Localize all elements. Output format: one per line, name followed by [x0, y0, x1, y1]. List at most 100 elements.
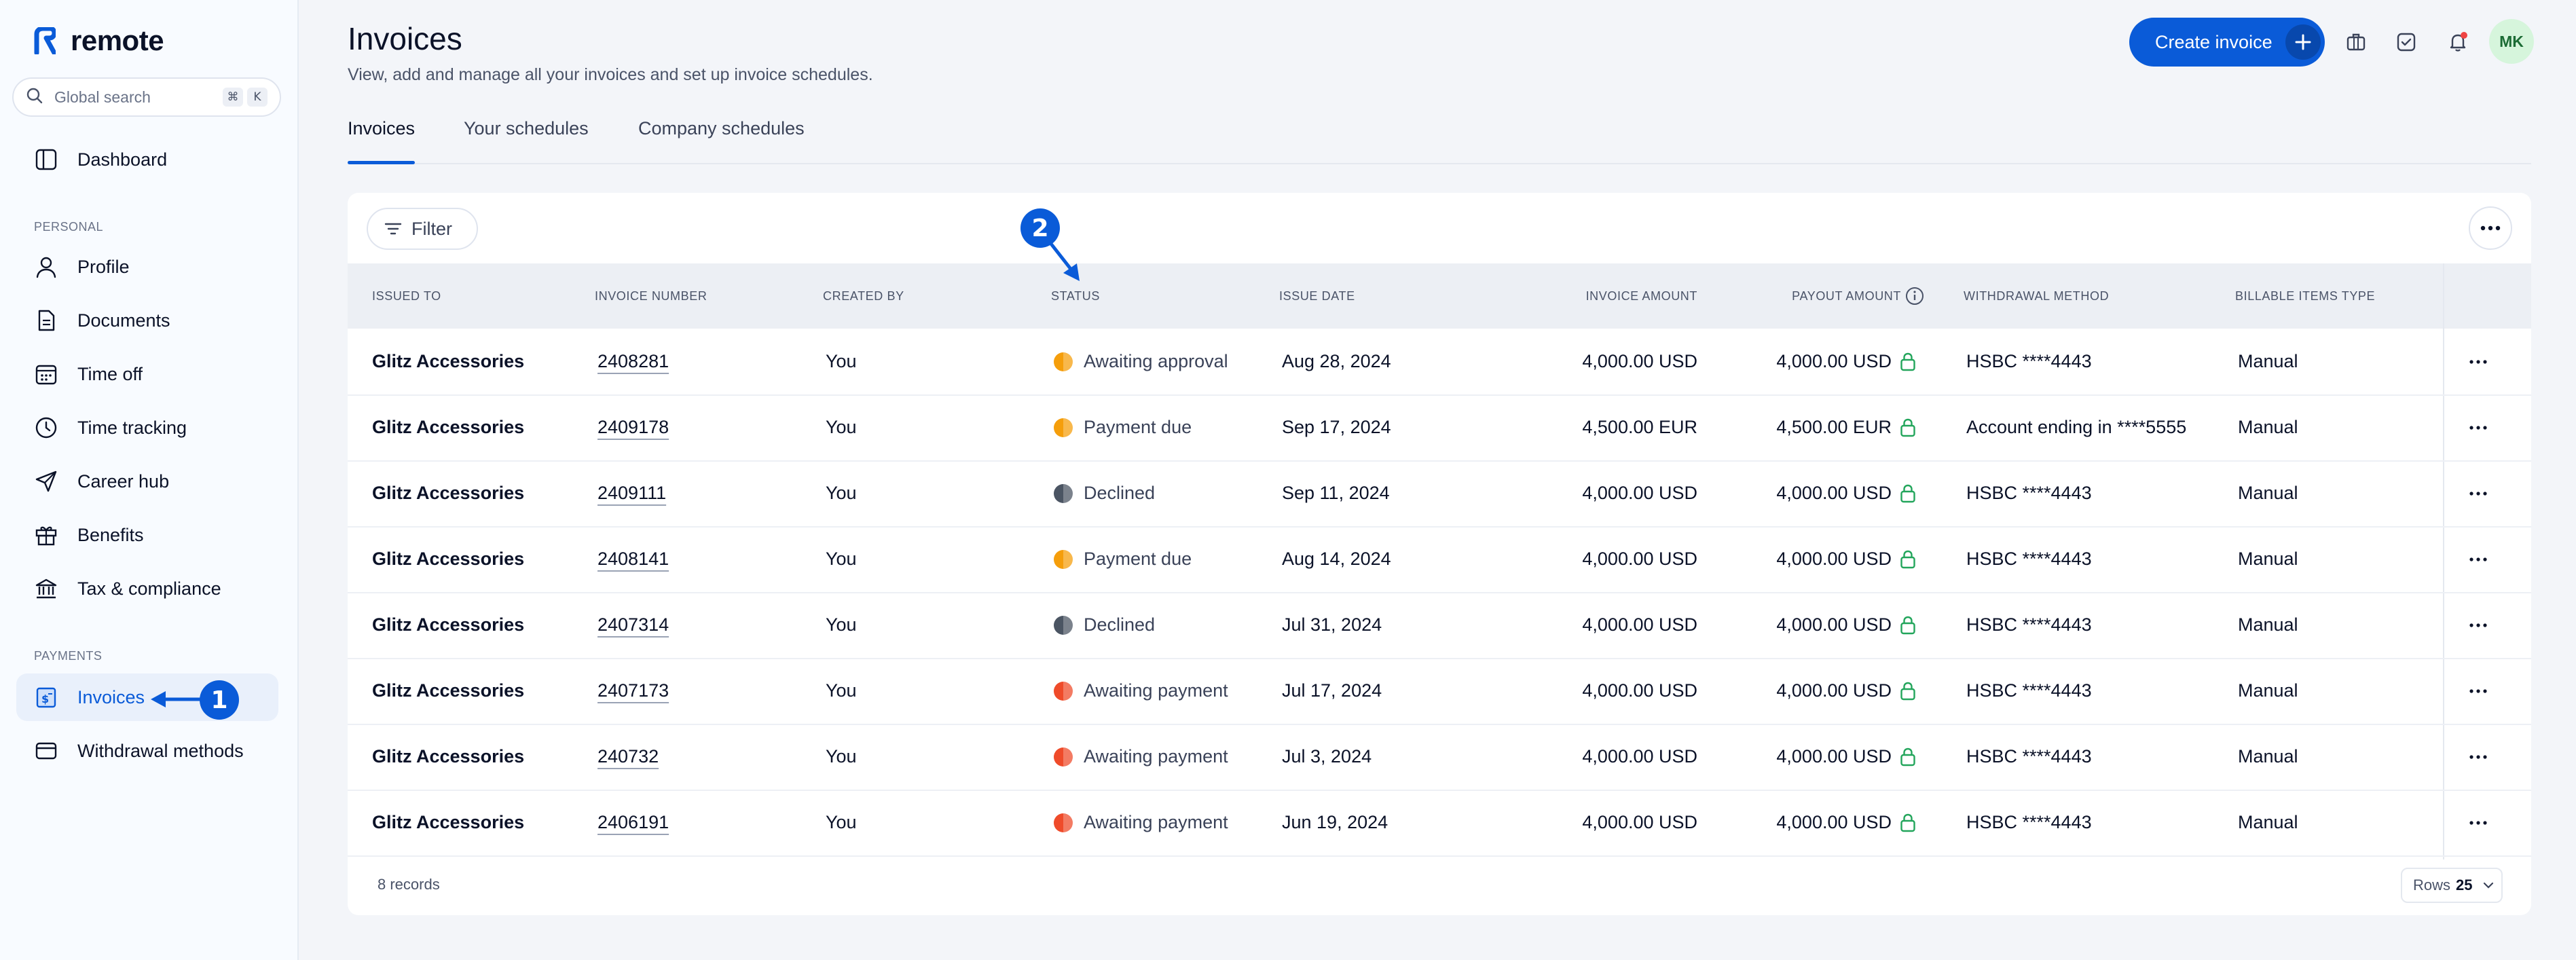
column-header-invoice-amount[interactable]: INVOICE AMOUNT	[1585, 289, 1697, 303]
column-header-billable-items-type[interactable]: BILLABLE ITEMS TYPE	[2235, 289, 2376, 303]
issue-date-cell: Jun 19, 2024	[1282, 812, 1388, 832]
sidebar-item-time-tracking[interactable]: Time tracking	[16, 404, 278, 451]
status-dot-icon	[1054, 352, 1073, 371]
tab-company-schedules[interactable]: Company schedules	[638, 118, 805, 139]
sidebar-item-label: Tax & compliance	[77, 578, 221, 599]
bank-icon	[34, 576, 58, 601]
invoice-number: 240732	[597, 746, 659, 767]
invoice-number: 2407173	[597, 680, 669, 701]
column-header-invoice-number[interactable]: INVOICE NUMBER	[595, 289, 707, 303]
status-label: Declined	[1084, 614, 1156, 635]
row-actions-icon[interactable]	[2465, 353, 2492, 371]
rows-label: Rows	[2413, 876, 2451, 893]
sidebar-item-career-hub[interactable]: Career hub	[16, 458, 278, 505]
payout-amount-cell: 4,000.00 USD	[1692, 724, 1916, 790]
created-by-cell: You	[826, 614, 857, 635]
column-header-withdrawal-method[interactable]: WITHDRAWAL METHOD	[1964, 289, 2110, 303]
invoice-amount-cell: 4,000.00 USD	[1582, 351, 1697, 371]
table-row[interactable]: Glitz Accessories 2407314 You Declined Jul 3…	[348, 592, 2531, 659]
brand[interactable]: remote	[34, 24, 164, 57]
created-by-cell: You	[826, 549, 857, 569]
tab-invoices[interactable]: Invoices	[348, 118, 416, 164]
column-header-issued-to[interactable]: ISSUED TO	[372, 289, 441, 303]
row-actions-icon[interactable]	[2465, 485, 2492, 502]
invoice-number-link[interactable]: 2406191	[597, 790, 669, 855]
invoice-amount-cell: 4,000.00 USD	[1582, 483, 1697, 503]
clock-icon	[34, 416, 58, 440]
rows-per-page-select[interactable]: Rows 25	[2401, 868, 2503, 903]
tab-your-schedules[interactable]: Your schedules	[464, 118, 589, 139]
invoice-number-link[interactable]: 240732	[597, 724, 659, 790]
shortcut-key-k: K	[247, 88, 268, 107]
invoice-number-link[interactable]: 2408141	[597, 526, 669, 592]
issue-date-cell: Jul 17, 2024	[1282, 680, 1382, 701]
row-actions-icon[interactable]	[2465, 682, 2492, 700]
issued-to-cell: Glitz Accessories	[372, 351, 525, 371]
table-row[interactable]: Glitz Accessories 2409178 You Payment due Se…	[348, 394, 2531, 462]
row-actions-icon[interactable]	[2465, 616, 2492, 634]
invoice-number-link[interactable]: 2407314	[597, 592, 669, 658]
status-dot-icon	[1054, 747, 1073, 767]
sidebar-item-profile[interactable]: Profile	[16, 243, 278, 291]
document-icon	[34, 308, 58, 333]
billable-items-type-cell: Manual	[2238, 351, 2298, 371]
row-actions-icon[interactable]	[2465, 551, 2492, 568]
status-badge: Payment due	[1054, 394, 1192, 460]
sidebar-item-documents[interactable]: Documents	[16, 297, 278, 344]
create-invoice-button[interactable]: Create invoice	[2129, 18, 2325, 67]
table-row[interactable]: Glitz Accessories 2408281 You Awaiting appr…	[348, 329, 2531, 396]
column-header-status[interactable]: STATUS	[1051, 289, 1100, 303]
issued-to-cell: Glitz Accessories	[372, 812, 525, 832]
table-row[interactable]: Glitz Accessories 240732 You Awaiting payme…	[348, 724, 2531, 791]
payout-amount: 4,000.00 USD	[1776, 746, 1892, 767]
table-row[interactable]: Glitz Accessories 2407173 You Awaiting paym…	[348, 658, 2531, 725]
user-avatar[interactable]: MK	[2489, 19, 2534, 64]
invoice-amount-cell: 4,000.00 USD	[1582, 812, 1697, 832]
table-row[interactable]: Glitz Accessories 2406191 You Awaiting paym…	[348, 790, 2531, 857]
invoice-number: 2409178	[597, 417, 669, 437]
lock-icon	[1900, 616, 1916, 635]
task-check-icon[interactable]	[2394, 30, 2418, 54]
row-actions-icon[interactable]	[2465, 419, 2492, 437]
user-icon	[34, 255, 58, 279]
sidebar: remote Global search ⌘ K Dashboard PERSO…	[0, 0, 299, 960]
page-subtitle: View, add and manage all your invoices a…	[348, 65, 873, 84]
status-dot-icon	[1054, 418, 1073, 437]
info-icon[interactable]	[1905, 287, 1924, 309]
withdrawal-method-cell: HSBC ****4443	[1966, 746, 2092, 767]
invoice-number-link[interactable]: 2408281	[597, 329, 669, 394]
remote-logo-icon	[34, 26, 57, 56]
invoice-number-link[interactable]: 2409178	[597, 394, 669, 460]
table-more-options-icon[interactable]	[2469, 206, 2512, 250]
invoice-number-link[interactable]: 2409111	[597, 460, 666, 526]
sidebar-item-tax-compliance[interactable]: Tax & compliance	[16, 565, 278, 612]
sidebar-item-invoices[interactable]: $ Invoices	[16, 673, 278, 721]
table-row[interactable]: Glitz Accessories 2408141 You Payment due Au…	[348, 526, 2531, 593]
invoice-number: 2408281	[597, 351, 669, 371]
search-icon	[26, 87, 43, 108]
row-actions-icon[interactable]	[2465, 814, 2492, 832]
column-header-issue-date[interactable]: ISSUE DATE	[1279, 289, 1355, 303]
sidebar-item-benefits[interactable]: Benefits	[16, 511, 278, 559]
briefcase-icon[interactable]	[2344, 30, 2368, 54]
status-badge: Awaiting payment	[1054, 790, 1228, 855]
table-header: ISSUED TO INVOICE NUMBER CREATED BY STAT…	[348, 263, 2531, 329]
sidebar-item-dashboard[interactable]: Dashboard	[16, 136, 278, 183]
invoice-number-link[interactable]: 2407173	[597, 658, 669, 724]
sidebar-item-withdrawal-methods[interactable]: Withdrawal methods	[16, 727, 278, 775]
payout-amount-cell: 4,000.00 USD	[1692, 658, 1916, 724]
notification-bell-icon[interactable]	[2446, 30, 2470, 54]
invoice-icon: $	[34, 685, 58, 709]
calendar-icon	[34, 362, 58, 386]
status-badge: Declined	[1054, 592, 1155, 658]
column-header-created-by[interactable]: CREATED BY	[823, 289, 904, 303]
filter-button[interactable]: Filter	[367, 208, 478, 250]
payout-amount-cell: 4,000.00 USD	[1692, 329, 1916, 394]
created-by-cell: You	[826, 483, 857, 503]
row-actions-icon[interactable]	[2465, 748, 2492, 766]
table-row[interactable]: Glitz Accessories 2409111 You Declined Sep 1…	[348, 460, 2531, 528]
column-header-payout-amount[interactable]: PAYOUT AMOUNT	[1792, 289, 1901, 303]
global-search-input[interactable]: Global search ⌘ K	[12, 77, 281, 117]
sidebar-item-time-off[interactable]: Time off	[16, 350, 278, 398]
billable-items-type-cell: Manual	[2238, 812, 2298, 832]
